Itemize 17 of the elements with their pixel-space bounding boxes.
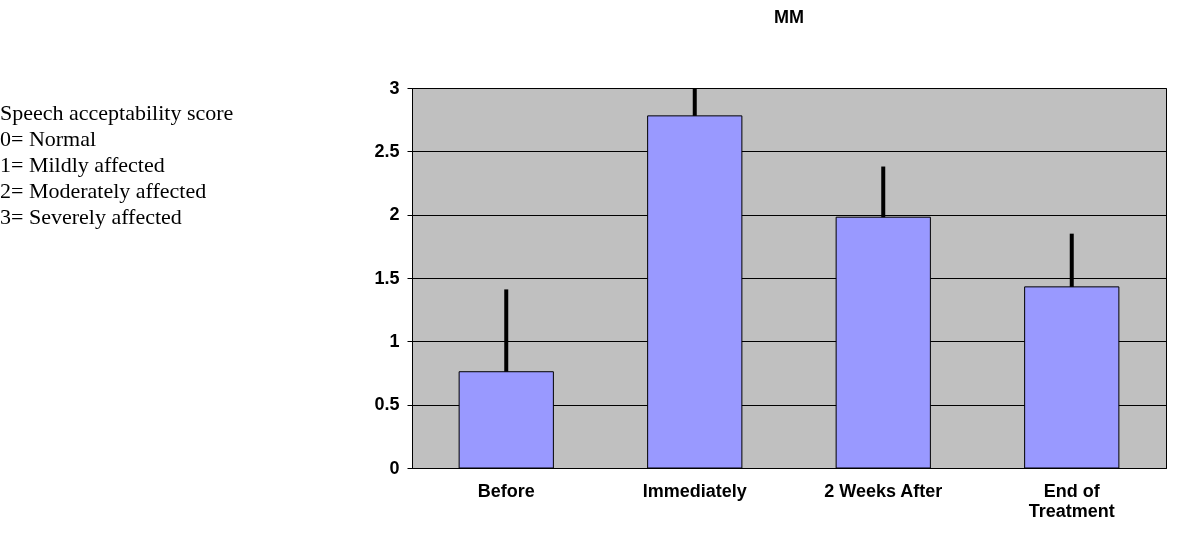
text: 3= Severely affected bbox=[0, 204, 183, 230]
x-tick-label: Immediately bbox=[642, 480, 747, 501]
y-tick-label: 0.5 bbox=[374, 394, 400, 415]
text: 2= Moderately affected bbox=[0, 178, 208, 204]
x-tick-label: 2 Weeks After bbox=[824, 480, 943, 501]
y-tick-label: 3 bbox=[389, 77, 400, 98]
x-tick-label: Before bbox=[477, 480, 535, 501]
y-tick-label: 2 bbox=[389, 204, 400, 225]
chart-title: MM bbox=[774, 7, 804, 27]
text: 1= Mildly affected bbox=[0, 152, 166, 178]
y-tick-label: 1.5 bbox=[374, 267, 400, 288]
text: 0= Normal bbox=[0, 126, 98, 152]
y-tick-label: 1 bbox=[389, 330, 400, 351]
x-tick-label: End of Treatment bbox=[1028, 480, 1115, 521]
y-tick-label: 0 bbox=[389, 457, 400, 478]
y-tick-label: 2.5 bbox=[374, 140, 400, 161]
text: Speech acceptability score bbox=[0, 100, 235, 126]
